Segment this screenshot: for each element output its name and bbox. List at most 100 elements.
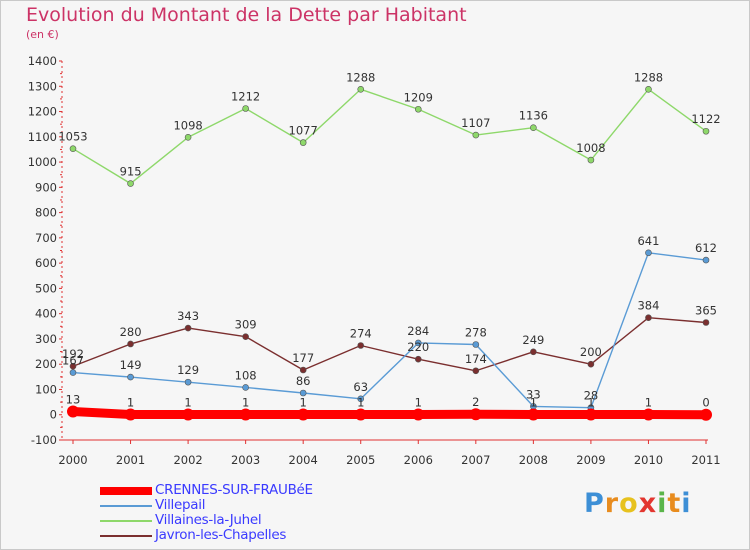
chart-title: Evolution du Montant de la Dette par Hab… — [26, 4, 467, 26]
x-tick-label: 2001 — [116, 453, 145, 467]
y-tick-label: 0 — [50, 408, 57, 422]
y-tick-label: 1300 — [28, 79, 57, 93]
data-point — [527, 408, 540, 421]
logo-letter: o — [619, 488, 639, 519]
data-label: 129 — [177, 363, 199, 377]
y-tick-label: 1100 — [28, 130, 57, 144]
legend-swatch — [100, 520, 152, 522]
data-point — [414, 339, 422, 347]
data-label: 174 — [465, 352, 487, 366]
data-label: 1122 — [691, 112, 720, 126]
data-label: 1 — [530, 395, 537, 409]
unit-label: (en €) — [26, 28, 59, 41]
data-point — [242, 105, 249, 112]
y-tick-label: 800 — [35, 206, 57, 220]
data-label: 1077 — [289, 124, 318, 138]
data-point — [127, 340, 134, 348]
data-label: 167 — [62, 354, 84, 368]
data-label: 1 — [300, 395, 307, 409]
data-point — [469, 408, 482, 421]
logo-letter: i — [681, 488, 692, 519]
x-tick-label: 2000 — [58, 453, 87, 467]
data-point — [357, 342, 365, 349]
y-tick-label: 100 — [35, 382, 57, 396]
x-tick-label: 2004 — [289, 453, 318, 467]
data-label: 1288 — [634, 70, 663, 84]
legend-label: Villaines-la-Juhel — [155, 512, 262, 528]
data-label: 249 — [522, 333, 544, 347]
data-label: 1 — [415, 395, 422, 409]
x-tick-label: 2008 — [519, 453, 548, 467]
data-label: 1 — [184, 395, 191, 409]
series-line-3 — [72, 317, 707, 372]
data-point — [297, 408, 310, 421]
x-tick-label: 2009 — [576, 453, 605, 467]
series-line-0 — [68, 406, 711, 420]
data-label: 149 — [120, 358, 142, 372]
data-point — [67, 405, 79, 418]
y-tick-label: -100 — [31, 433, 57, 447]
data-point — [127, 180, 134, 187]
data-label: 108 — [235, 368, 257, 382]
legend-label: Javron-les-Chapelles — [155, 527, 287, 543]
logo-letter: P — [584, 488, 605, 519]
x-tick-label: 2005 — [346, 453, 375, 467]
data-label: 1288 — [346, 70, 375, 84]
data-point — [414, 105, 422, 113]
series-line-2 — [72, 88, 707, 185]
data-label: 1 — [357, 395, 364, 409]
legend-item: Villaines-la-Juhel — [100, 512, 360, 528]
data-label: 278 — [465, 325, 487, 339]
y-tick-label: 700 — [35, 231, 57, 245]
data-point — [412, 408, 425, 421]
data-point — [645, 85, 652, 93]
data-point — [530, 124, 537, 132]
y-tick-label: 200 — [35, 357, 57, 371]
data-point — [645, 314, 652, 322]
data-point — [472, 341, 480, 348]
data-label: 63 — [353, 380, 368, 394]
data-label: 28 — [584, 389, 599, 403]
data-label: 1008 — [576, 141, 605, 155]
data-point — [69, 369, 77, 376]
data-point — [642, 408, 655, 421]
data-label: 274 — [350, 327, 372, 341]
data-label: 612 — [695, 241, 717, 255]
data-label: 384 — [637, 299, 659, 313]
x-tick-label: 2006 — [404, 453, 433, 467]
y-tick-label: 300 — [35, 332, 57, 346]
data-label: 192 — [62, 347, 84, 361]
data-point — [472, 131, 480, 139]
data-point — [414, 355, 422, 363]
data-point — [299, 139, 307, 146]
legend-item: CRENNES-SUR-FRAUBéE — [100, 482, 360, 498]
data-label: 1 — [645, 395, 652, 409]
logo-letter: x — [638, 488, 658, 519]
data-label: 220 — [407, 340, 429, 354]
data-label: 1 — [242, 395, 249, 409]
data-label: 641 — [637, 234, 659, 248]
data-label: 86 — [296, 374, 311, 388]
data-label: 1136 — [519, 109, 548, 123]
data-label: 1209 — [404, 90, 433, 104]
data-point — [299, 389, 307, 397]
logo-letter: t — [667, 488, 682, 519]
data-label: 2 — [472, 395, 479, 409]
data-point — [184, 378, 192, 386]
data-label: 280 — [120, 325, 142, 339]
data-point — [587, 156, 595, 164]
data-point — [127, 373, 134, 381]
data-point — [184, 134, 192, 141]
data-label: 1 — [127, 395, 134, 409]
data-label: 1098 — [173, 118, 202, 132]
data-label: 1107 — [461, 116, 490, 130]
data-point — [242, 384, 249, 391]
data-point — [584, 408, 597, 421]
y-tick-label: 900 — [35, 180, 57, 194]
data-point — [69, 362, 77, 370]
data-point — [587, 360, 595, 368]
data-label: 0 — [702, 396, 709, 410]
y-tick-label: 400 — [35, 307, 57, 321]
data-point — [702, 319, 710, 326]
